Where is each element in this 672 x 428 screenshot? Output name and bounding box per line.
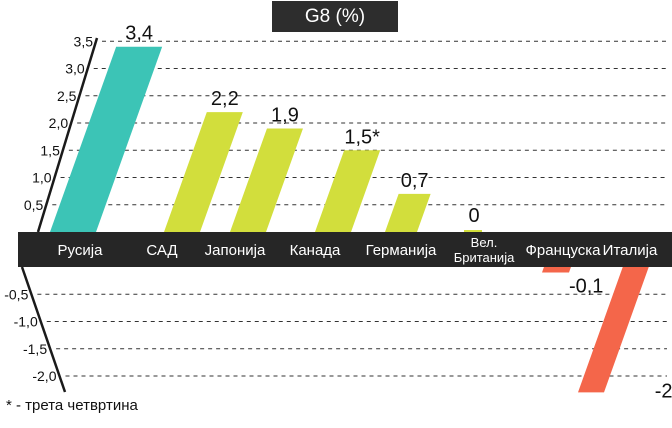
category-label-line: САД	[146, 242, 177, 259]
category-label-line: Француска	[525, 242, 601, 259]
y-tick-label: 1,0	[32, 170, 52, 186]
y-tick-label: -1,0	[14, 314, 38, 330]
category-band-background	[18, 232, 672, 267]
category-label: Германија	[366, 242, 437, 259]
category-label: САД	[146, 242, 177, 259]
category-label: Француска	[525, 242, 601, 259]
data-label: -0,1	[569, 275, 603, 297]
bar	[464, 230, 482, 233]
y-tick-label: -1,5	[23, 341, 47, 357]
bar	[385, 193, 431, 232]
category-label-line: Канада	[290, 242, 341, 259]
category-label: Канада	[290, 242, 341, 259]
y-tick-label: 3,5	[74, 33, 94, 49]
data-label: 0,7	[401, 170, 429, 192]
y-axis-line-negative	[20, 266, 67, 393]
category-label-line: Германија	[366, 242, 437, 259]
y-tick-label: 0,5	[24, 197, 44, 213]
y-tick-label: 2,5	[57, 88, 77, 104]
value-labels: 3,4 2,2 1,9 1,5* 0,7 0 -0,1 -2,3	[125, 23, 672, 403]
y-tick-label: -2,0	[32, 368, 56, 384]
y-tick-label: 3,0	[65, 61, 85, 77]
category-label: Вел. Британија	[454, 235, 515, 265]
category-label: Италија	[603, 242, 658, 259]
bar	[164, 112, 243, 232]
bars	[50, 46, 649, 393]
data-label: 3,4	[125, 23, 153, 45]
data-label: 1,9	[271, 104, 299, 126]
y-tick-label: -0,5	[4, 286, 28, 302]
category-label-line: Вел.	[471, 235, 498, 250]
category-label-line: Италија	[603, 242, 658, 259]
chart-title: G8 (%)	[304, 6, 366, 27]
data-label: 2,2	[211, 88, 239, 110]
y-tick-label: 2,0	[49, 115, 69, 131]
data-label: -2,3	[655, 380, 672, 402]
chart-title-box	[272, 1, 398, 32]
bar	[50, 46, 163, 233]
category-label-line: Јапонија	[205, 242, 266, 259]
bar	[230, 128, 303, 232]
category-label: Русија	[58, 242, 104, 259]
category-label: Јапонија	[205, 242, 266, 259]
bar	[542, 267, 571, 273]
category-label-line: Британија	[454, 250, 515, 265]
y-tick-label: 1,5	[40, 142, 60, 158]
data-label: 1,5*	[344, 126, 380, 148]
footnote: * - трета четвртина	[6, 397, 138, 414]
y-axis: 3,5 3,0 2,5 2,0 1,5 1,0 0,5 -0,5 -1,0 -1,5 -2,0	[4, 33, 99, 393]
y-axis-line-positive	[36, 37, 99, 233]
data-label: 0	[468, 205, 479, 227]
category-band: Русија САД Јапонија Канада Германија Вел. Брит…	[18, 232, 672, 267]
bar	[315, 150, 381, 232]
bar	[578, 267, 649, 393]
category-label-line: Русија	[58, 242, 104, 259]
